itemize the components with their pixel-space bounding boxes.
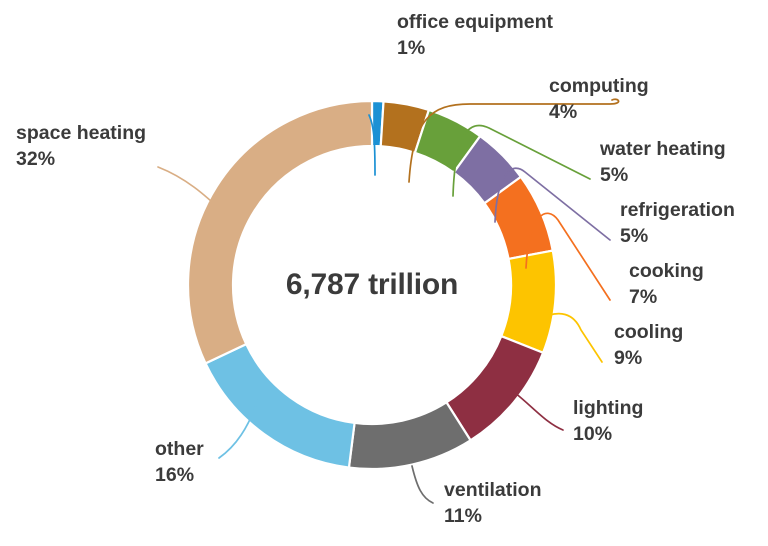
leader-line-other [218,399,259,459]
label-space-heating-name: space heating [16,122,147,144]
leader-line-refrigeration [494,167,611,241]
label-space-heating: space heating 32% [16,121,146,173]
label-cooking-percent: 7% [629,285,658,308]
leader-lines [157,98,620,504]
label-other-percent: 16% [155,463,195,486]
label-other-name: other [155,438,204,460]
label-water-heating-name: water heating [600,138,726,160]
label-lighting: lighting 10% [573,396,643,448]
label-ventilation-percent: 11% [444,504,482,527]
donut-slices [186,99,558,471]
label-ventilation-name: ventilation [444,479,542,501]
leader-line-office-equipment [368,114,376,176]
leader-line-space-heating [157,166,225,214]
label-office-equipment-name: office equipment [397,11,554,33]
donut-slice-other[interactable] [204,343,356,469]
label-refrigeration: refrigeration 5% [620,198,735,250]
label-water-heating-percent: 5% [600,163,629,186]
label-computing-name: computing [549,75,649,97]
label-refrigeration-percent: 5% [620,224,649,247]
label-cooling: cooling 9% [614,320,683,372]
donut-slice-cooling[interactable] [500,249,558,354]
label-cooking-name: cooking [629,260,704,282]
label-office-equipment-percent: 1% [397,36,426,59]
label-lighting-name: lighting [573,397,644,419]
leader-line-cooking [525,212,611,301]
label-computing-percent: 4% [549,100,578,123]
label-lighting-percent: 10% [573,422,613,445]
leader-line-ventilation [411,465,434,504]
label-computing: computing 4% [549,74,649,126]
donut-slice-space-heating[interactable] [186,99,374,365]
leader-line-cooling [537,312,603,363]
label-other: other 16% [155,437,204,489]
label-refrigeration-name: refrigeration [620,199,735,221]
label-cooling-percent: 9% [614,346,643,369]
leader-line-computing [408,98,620,183]
leader-line-lighting [513,391,564,431]
donut-slice-ventilation[interactable] [347,401,472,471]
label-office-equipment: office equipment 1% [397,10,553,62]
label-cooking: cooking 7% [629,259,704,311]
leader-line-water-heating [452,124,591,197]
label-cooling-name: cooling [614,321,684,343]
label-ventilation: ventilation 11% [444,478,542,530]
label-water-heating: water heating 5% [600,137,726,189]
label-space-heating-percent: 32% [16,147,56,170]
